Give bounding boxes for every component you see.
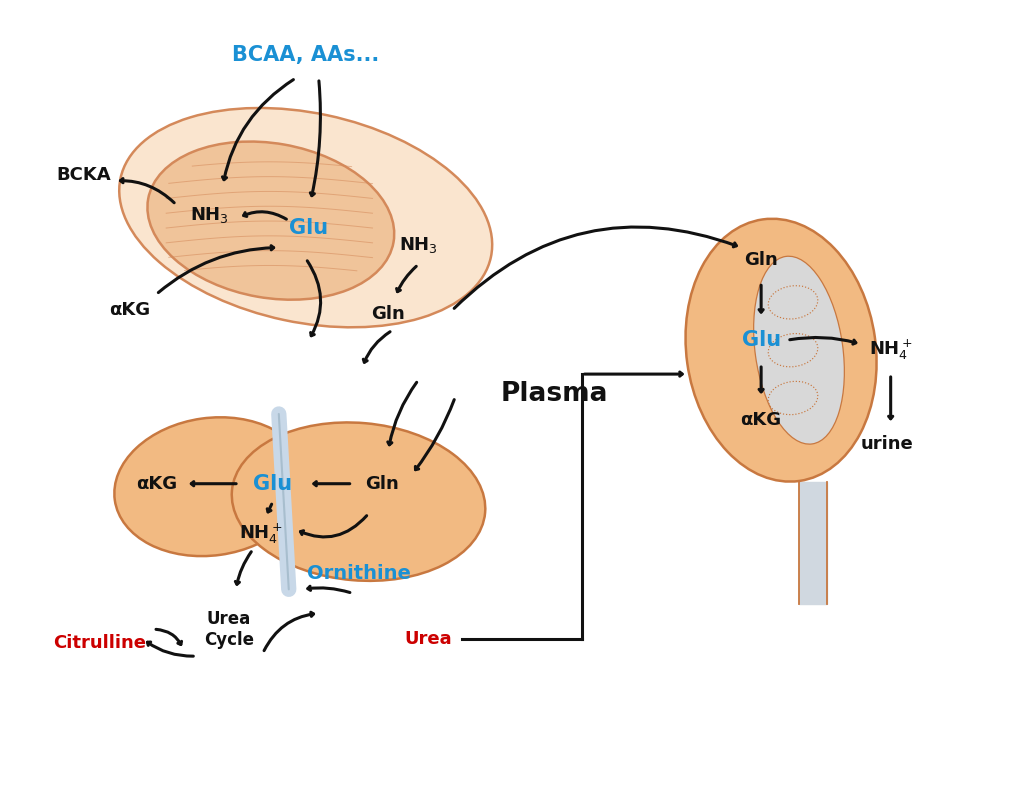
- Text: urine: urine: [859, 435, 912, 453]
- Text: NH$_3$: NH$_3$: [398, 234, 437, 254]
- Text: NH$_4^+$: NH$_4^+$: [868, 338, 912, 363]
- Ellipse shape: [685, 219, 875, 481]
- Text: αKG: αKG: [136, 475, 176, 492]
- Text: Glu: Glu: [253, 474, 292, 494]
- Text: BCKA: BCKA: [56, 166, 111, 184]
- Text: Glu: Glu: [288, 217, 328, 237]
- Ellipse shape: [753, 256, 844, 444]
- Text: αKG: αKG: [109, 302, 150, 319]
- Text: Ornithine: Ornithine: [307, 564, 410, 583]
- Text: BCAA, AAs...: BCAA, AAs...: [232, 45, 379, 65]
- Text: Urea
Cycle: Urea Cycle: [204, 610, 254, 649]
- Ellipse shape: [148, 141, 394, 300]
- Text: Gln: Gln: [365, 475, 398, 492]
- Ellipse shape: [114, 417, 308, 556]
- Text: Citrulline: Citrulline: [53, 634, 146, 652]
- Text: Glu: Glu: [741, 330, 780, 350]
- Text: Urea: Urea: [405, 630, 451, 648]
- Text: Plasma: Plasma: [500, 381, 608, 407]
- Ellipse shape: [231, 423, 485, 581]
- Ellipse shape: [119, 108, 492, 327]
- Text: Gln: Gln: [371, 306, 405, 323]
- Text: NH$_4^+$: NH$_4^+$: [238, 521, 282, 545]
- Text: NH$_3$: NH$_3$: [190, 205, 228, 225]
- Text: αKG: αKG: [740, 411, 781, 429]
- Text: Gln: Gln: [744, 252, 777, 269]
